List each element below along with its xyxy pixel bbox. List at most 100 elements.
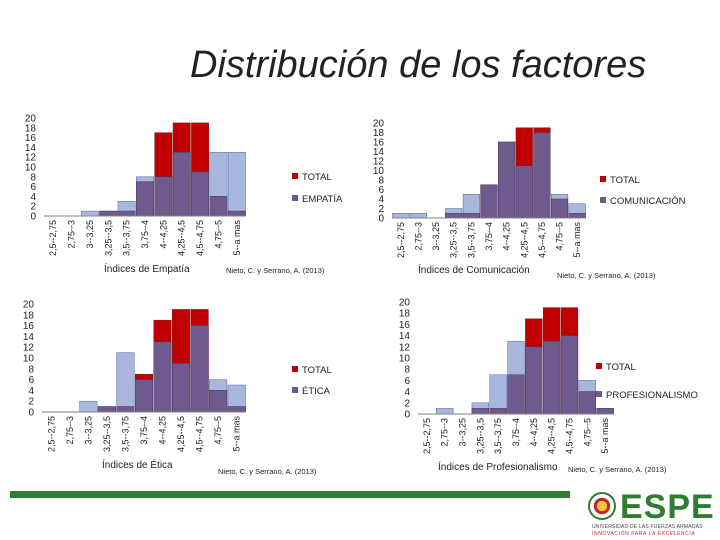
bar-factor-overlap xyxy=(227,210,246,217)
bar-factor-overlap xyxy=(190,325,209,413)
y-tick-label: 12 xyxy=(23,343,35,354)
y-tick-label: 4 xyxy=(30,192,36,203)
legend-swatch xyxy=(596,363,602,369)
espe-logo: ESPE UNIVERSIDAD DE LAS FUERZAS ARMADAS … xyxy=(584,488,716,538)
y-tick-label: 8 xyxy=(378,176,384,187)
y-tick-label: 4 xyxy=(28,386,34,397)
x-tick-label: 3,75--4 xyxy=(511,418,521,447)
legend-swatch xyxy=(292,195,298,201)
legend-label: TOTAL xyxy=(606,362,636,373)
x-tick-label: 2,5--2,75 xyxy=(396,222,406,258)
legend-swatch xyxy=(292,173,298,179)
y-tick-label: 0 xyxy=(28,408,34,419)
x-tick-label: 4,25--4,5 xyxy=(176,416,186,452)
bar-factor-extra xyxy=(209,379,228,391)
bar-factor-overlap xyxy=(445,213,463,219)
bar-factor-overlap xyxy=(227,406,246,413)
y-tick-label: 20 xyxy=(25,114,37,125)
bar-factor-extra xyxy=(209,152,228,197)
x-tick-label: 2,75--3 xyxy=(65,416,75,445)
bar-factor-overlap xyxy=(471,408,490,415)
legend-swatch xyxy=(292,387,298,393)
bar-factor-overlap xyxy=(136,181,154,217)
x-tick-label: 4--4,25 xyxy=(529,418,539,447)
y-tick-label: 10 xyxy=(25,163,37,174)
x-tick-label: 4,5--4,75 xyxy=(537,222,547,258)
x-tick-label: 3,25--3,5 xyxy=(449,222,459,258)
y-tick-label: 4 xyxy=(404,387,410,398)
x-tick-label: 4,25--4,5 xyxy=(177,220,187,256)
y-tick-label: 8 xyxy=(404,365,410,376)
legend-label: ÉTICA xyxy=(302,386,331,397)
y-tick-label: 18 xyxy=(373,128,385,139)
bar-factor-overlap xyxy=(116,406,135,413)
y-tick-label: 8 xyxy=(28,364,34,375)
y-tick-label: 10 xyxy=(23,354,35,365)
y-tick-label: 10 xyxy=(399,354,411,365)
bar-factor-overlap xyxy=(568,213,586,219)
x-tick-label: 3,5--3,75 xyxy=(493,418,503,454)
x-tick-label: 3,5--3,75 xyxy=(466,222,476,258)
bar-factor-extra xyxy=(507,340,525,376)
y-tick-label: 2 xyxy=(378,204,384,215)
bar-factor-extra xyxy=(79,400,98,413)
x-tick-label: 2,75--3 xyxy=(67,220,77,249)
bar-factor-overlap xyxy=(515,165,533,219)
bar-factor-overlap xyxy=(97,406,116,413)
y-tick-label: 2 xyxy=(404,398,410,409)
bar-factor-overlap xyxy=(507,374,525,415)
x-tick-label: 4,75--5 xyxy=(582,418,592,447)
bar-factor-overlap xyxy=(498,141,516,219)
x-tick-label: 4,25--4,5 xyxy=(519,222,529,258)
x-tick-label: 2,75--3 xyxy=(440,418,450,447)
x-tick-label: 3--3,25 xyxy=(458,418,468,447)
x-tick-label: 4--4,25 xyxy=(158,220,168,249)
footer-bar xyxy=(10,491,570,498)
bar-factor-extra xyxy=(116,352,135,407)
bar-factor-overlap xyxy=(134,379,154,413)
bar-factor-extra xyxy=(489,374,507,409)
bar-factor-overlap xyxy=(99,210,118,217)
y-tick-label: 2 xyxy=(30,202,36,213)
bar-factor-overlap xyxy=(191,171,210,217)
x-tick-label: 4,5--4,75 xyxy=(195,220,205,256)
x-axis-title: Índices de Empatía xyxy=(104,262,190,275)
y-tick-label: 14 xyxy=(23,332,35,343)
y-tick-label: 18 xyxy=(23,310,35,321)
y-tick-label: 12 xyxy=(373,157,385,168)
y-tick-label: 16 xyxy=(23,321,35,332)
y-tick-label: 8 xyxy=(30,172,36,183)
x-tick-label: 4,75--5 xyxy=(555,222,565,251)
x-tick-label: 3--3,25 xyxy=(85,220,95,249)
x-tick-label: 4,5--4,75 xyxy=(195,416,205,452)
bar-factor-overlap xyxy=(578,391,596,415)
y-tick-label: 20 xyxy=(399,298,411,309)
x-tick-label: 3,25--3,5 xyxy=(103,220,113,256)
bar-factor-extra xyxy=(445,208,463,214)
y-tick-label: 14 xyxy=(25,143,37,154)
bar-factor-overlap xyxy=(560,335,579,415)
bar-factor-overlap xyxy=(462,213,480,219)
x-axis-title: Índices de Profesionalismo xyxy=(438,460,558,473)
y-tick-label: 0 xyxy=(404,410,410,421)
slide-title: Distribución de los factores xyxy=(190,44,647,86)
bar-factor-extra xyxy=(471,402,490,409)
bar-factor-extra xyxy=(227,152,246,212)
bar-factor-extra xyxy=(568,203,586,214)
source-note: Nieto, C. y Serrano, A. (2013) xyxy=(226,266,325,275)
y-tick-label: 10 xyxy=(373,166,385,177)
x-tick-label: 3,75--4 xyxy=(484,222,494,251)
bar-factor-overlap xyxy=(172,152,191,217)
bar-factor-extra xyxy=(462,194,480,214)
y-tick-label: 12 xyxy=(399,342,411,353)
bar-factor-overlap xyxy=(489,408,507,415)
bar-factor-overlap xyxy=(117,210,136,217)
x-tick-label: 5--a mas xyxy=(600,418,610,454)
y-tick-label: 12 xyxy=(25,153,37,164)
x-tick-label: 3,25--3,5 xyxy=(475,418,485,454)
bar-factor-overlap xyxy=(550,198,569,219)
x-tick-label: 3,75--4 xyxy=(139,416,149,445)
y-tick-label: 18 xyxy=(25,123,37,134)
y-tick-label: 2 xyxy=(28,397,34,408)
x-tick-label: 2,5--2,75 xyxy=(46,416,56,452)
